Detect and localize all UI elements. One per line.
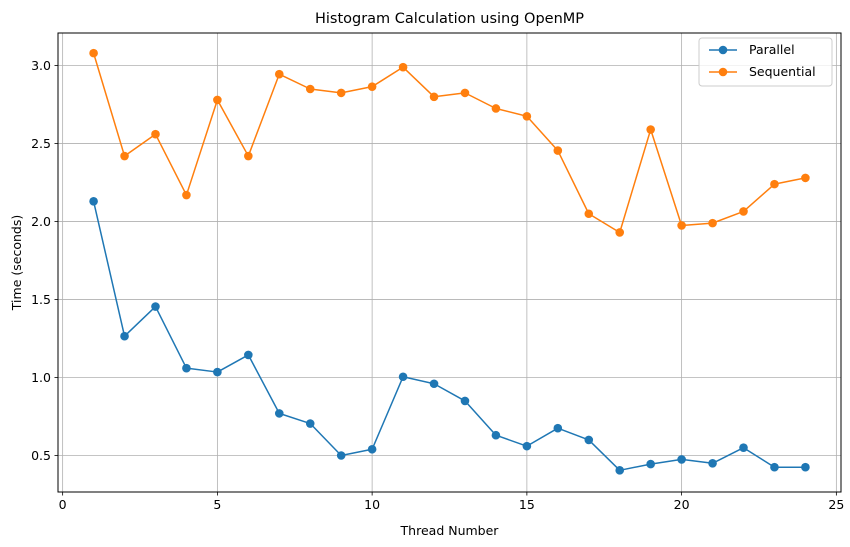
data-point-sequential — [460, 88, 470, 98]
data-point-sequential — [491, 104, 501, 113]
data-point-sequential — [244, 151, 253, 161]
y-tick-label: 0.5 — [31, 448, 51, 463]
y-tick-label: 1.0 — [31, 370, 51, 385]
data-point-sequential — [274, 69, 284, 79]
data-point-sequential — [708, 218, 717, 228]
series-line-parallel — [92, 201, 806, 472]
x-axis-label: Thread Number — [400, 523, 500, 538]
data-point-parallel — [182, 363, 191, 373]
series-layer — [89, 48, 810, 475]
data-point-sequential — [553, 146, 563, 155]
data-point-parallel — [708, 459, 717, 468]
legend-marker-parallel — [718, 45, 728, 55]
data-point-sequential — [367, 82, 377, 91]
data-point-parallel — [522, 441, 532, 451]
y-axis-label: Time (seconds) — [9, 215, 24, 311]
data-point-parallel — [801, 462, 810, 472]
data-point-parallel — [739, 443, 748, 453]
y-axis: 0.5 1.0 1.5 2.0 2.5 3.0 — [31, 58, 58, 463]
data-point-parallel — [120, 331, 129, 341]
data-point-parallel — [615, 466, 625, 475]
data-point-parallel — [553, 423, 563, 433]
data-point-sequential — [584, 209, 594, 219]
data-point-sequential — [182, 190, 191, 200]
legend-label-parallel: Parallel — [749, 42, 795, 57]
y-tick-label: 2.5 — [31, 136, 51, 151]
data-point-sequential — [336, 88, 346, 98]
y-tick-label: 3.0 — [31, 58, 51, 73]
data-point-parallel — [398, 372, 408, 382]
data-point-parallel — [305, 419, 315, 428]
x-tick-label: 20 — [674, 497, 690, 512]
x-axis: 0 5 10 15 20 25 — [59, 492, 844, 512]
x-tick-label: 10 — [364, 497, 380, 512]
data-point-parallel — [460, 396, 470, 406]
data-point-parallel — [584, 435, 594, 445]
data-point-sequential — [522, 111, 532, 121]
x-tick-label: 25 — [828, 497, 844, 512]
data-point-parallel — [244, 350, 253, 360]
legend-marker-sequential — [718, 67, 728, 77]
data-point-sequential — [770, 179, 779, 189]
data-point-sequential — [89, 48, 98, 58]
data-point-parallel — [770, 462, 779, 472]
series-sequential — [89, 48, 810, 237]
data-point-parallel — [646, 459, 655, 469]
series-parallel — [89, 196, 810, 475]
data-point-parallel — [677, 455, 686, 464]
data-point-sequential — [398, 62, 408, 72]
x-tick-label: 15 — [519, 497, 535, 512]
data-point-sequential — [677, 221, 686, 230]
data-point-sequential — [739, 207, 748, 216]
y-tick-label: 1.5 — [31, 292, 51, 307]
data-point-sequential — [646, 125, 655, 134]
data-point-sequential — [429, 92, 439, 102]
legend: Parallel Sequential — [698, 37, 833, 87]
y-tick-label: 2.0 — [31, 214, 51, 229]
x-tick-label: 0 — [59, 497, 67, 512]
data-point-parallel — [274, 409, 284, 418]
data-point-parallel — [336, 451, 346, 460]
legend-label-sequential: Sequential — [749, 64, 816, 79]
data-point-parallel — [213, 367, 222, 377]
data-point-parallel — [491, 430, 501, 440]
data-point-parallel — [151, 302, 160, 311]
plot-frame — [57, 32, 842, 493]
data-point-sequential — [213, 95, 222, 105]
data-point-sequential — [615, 228, 625, 237]
data-point-sequential — [801, 173, 810, 183]
data-point-parallel — [367, 444, 377, 454]
x-tick-label: 5 — [213, 497, 221, 512]
data-point-sequential — [120, 151, 129, 161]
data-point-sequential — [151, 129, 160, 139]
chart-title: Histogram Calculation using OpenMP — [315, 11, 584, 27]
data-point-parallel — [89, 196, 98, 206]
series-line-sequential — [92, 52, 806, 234]
data-point-parallel — [429, 379, 439, 389]
data-point-sequential — [305, 84, 315, 94]
